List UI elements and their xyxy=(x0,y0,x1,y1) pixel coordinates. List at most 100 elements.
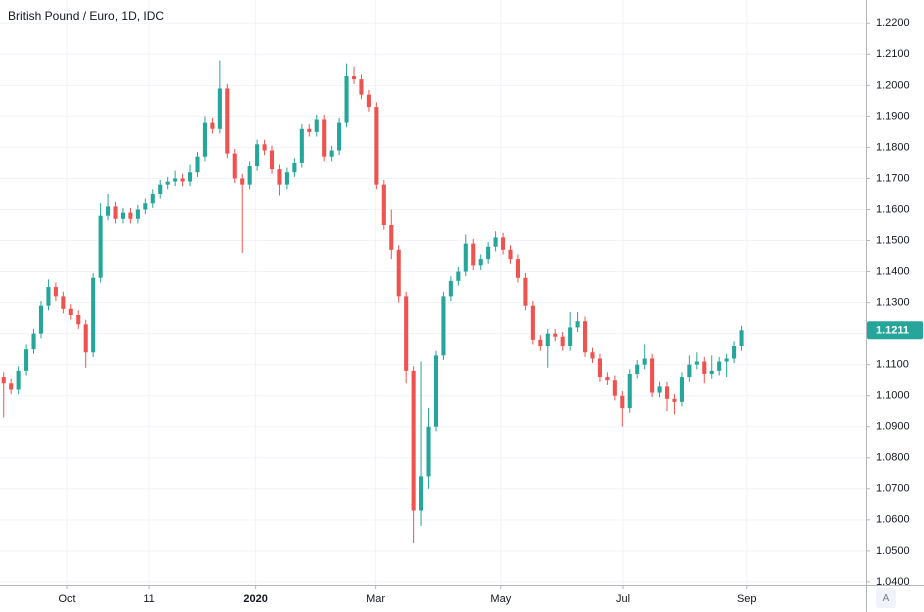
last-price-box xyxy=(867,321,923,340)
y-tick-label: 1.0800 xyxy=(876,452,910,464)
candle-body xyxy=(739,330,744,347)
candle-body xyxy=(732,346,737,359)
candle-body xyxy=(262,144,267,151)
candle-body xyxy=(351,76,357,80)
candle-body xyxy=(46,287,51,306)
candle-body xyxy=(247,166,252,185)
y-tick-label: 1.1100 xyxy=(876,359,909,371)
candle-body xyxy=(717,361,722,371)
candle-body xyxy=(53,287,58,297)
candle-body xyxy=(657,386,662,393)
candle-body xyxy=(709,370,714,374)
candle-body xyxy=(575,321,580,328)
x-tick-label: Mar xyxy=(366,593,385,605)
candle-body xyxy=(322,119,327,157)
y-tick-label: 1.1300 xyxy=(876,296,910,308)
candle-body xyxy=(590,352,595,359)
candle-body xyxy=(523,277,528,306)
candle-body xyxy=(687,364,692,378)
candle-body xyxy=(664,386,670,399)
candle-body xyxy=(694,361,699,365)
candle-body xyxy=(217,88,222,129)
candle-body xyxy=(68,308,73,315)
candle-body xyxy=(441,296,446,356)
x-tick-label: Jul xyxy=(616,593,630,605)
candle-body xyxy=(448,280,453,297)
candle-body xyxy=(508,249,513,260)
candle-body xyxy=(232,153,237,179)
candle-body xyxy=(672,398,677,402)
candle-body xyxy=(91,277,96,353)
candle-body xyxy=(650,358,655,393)
candle-body xyxy=(314,119,319,132)
candle-body xyxy=(426,426,431,477)
candle-body xyxy=(143,203,148,210)
candle-body xyxy=(553,333,558,337)
y-tick-label: 1.0900 xyxy=(876,421,910,433)
candle-body xyxy=(702,361,707,374)
candle-body xyxy=(612,380,617,396)
candle-body xyxy=(210,122,215,129)
chart-title: British Pound / Euro, 1D, IDC xyxy=(8,9,164,23)
y-tick-label: 1.1600 xyxy=(876,203,910,215)
candle-body xyxy=(478,259,483,266)
candle-body xyxy=(128,212,133,219)
candle-body xyxy=(225,88,230,154)
axes: 1.0400 1.0500 1.0600 1.0700 1.0800 1.0900 1.10… xyxy=(59,17,923,605)
candle-body xyxy=(344,76,349,123)
candle-body xyxy=(366,94,371,108)
candle-body xyxy=(195,156,200,173)
candle-body xyxy=(135,209,140,219)
candle-body xyxy=(396,249,401,297)
y-tick-label: 1.2200 xyxy=(876,17,910,29)
y-tick-label: 1.1800 xyxy=(876,141,910,153)
y-tick-label: 1.0700 xyxy=(876,483,910,495)
candle-body xyxy=(329,150,334,157)
candle-body xyxy=(16,370,21,390)
candle-body xyxy=(240,178,245,185)
candle-body xyxy=(545,333,550,347)
candle-body xyxy=(307,128,312,132)
candle-body xyxy=(106,206,111,216)
y-tick-label: 1.1500 xyxy=(876,234,910,246)
candle-body xyxy=(679,377,684,402)
candle-body xyxy=(471,243,476,266)
candle-body xyxy=(284,172,289,185)
candle-body xyxy=(538,339,543,347)
candle-body xyxy=(359,79,364,95)
candle-body xyxy=(635,364,640,374)
y-tick-label: 1.1400 xyxy=(876,265,910,277)
candle-body xyxy=(530,305,535,340)
candle-body xyxy=(493,237,498,247)
candle-body xyxy=(9,383,14,390)
candle-body xyxy=(456,271,461,281)
candle-body xyxy=(486,246,491,260)
y-tick-label: 1.0600 xyxy=(876,514,910,526)
candle-body xyxy=(620,395,625,409)
last-price-label: 1.1211 xyxy=(876,325,909,337)
candle-body xyxy=(515,259,521,278)
candle-body xyxy=(61,296,66,309)
candle-body xyxy=(381,184,386,225)
candle-body xyxy=(627,373,632,409)
y-tick-label: 1.2100 xyxy=(876,48,910,60)
auto-scale-label[interactable]: A xyxy=(883,593,890,604)
candle-body xyxy=(463,243,468,272)
candle-body xyxy=(642,358,647,365)
candle-body xyxy=(433,355,439,427)
candle-body xyxy=(83,324,88,353)
candle-body xyxy=(165,181,170,185)
candle-body xyxy=(1,377,6,384)
auto-scale-button[interactable] xyxy=(876,588,896,608)
candle-body xyxy=(560,336,565,347)
candle-body xyxy=(98,215,103,278)
candle-body xyxy=(337,122,342,151)
x-tick-label: Oct xyxy=(59,593,76,605)
candle-body xyxy=(150,193,155,204)
candle-body xyxy=(120,212,126,219)
candle-body xyxy=(374,107,379,185)
candle-body xyxy=(76,315,81,325)
candle-body xyxy=(411,370,416,511)
